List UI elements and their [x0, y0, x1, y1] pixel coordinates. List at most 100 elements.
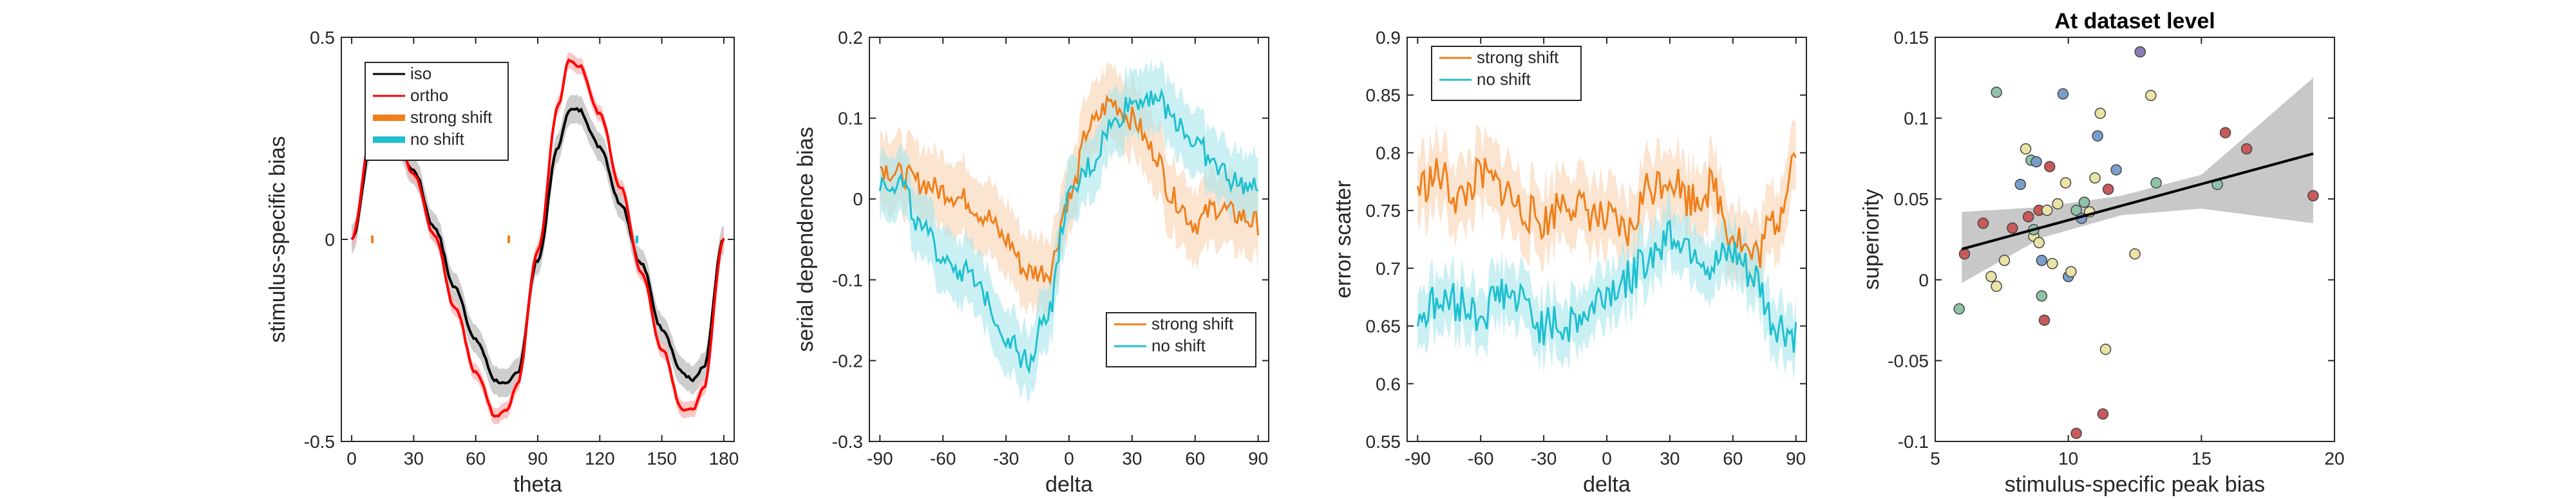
- x-tick-label: -60: [930, 449, 956, 468]
- panel-title: At dataset level: [2054, 9, 2215, 33]
- scatter-point: [2031, 156, 2042, 168]
- x-tick-label: 30: [1122, 449, 1142, 468]
- ticks: 5 10 15 20 -0.1 -0.05 0 0.05 0.1 0.15: [1888, 28, 2344, 468]
- panel-stimulus-specific-bias: 0 30 60 90 120 150 180 -0.5 0 0.5 theta stimulus-sp…: [265, 28, 739, 497]
- scatter-point: [1953, 303, 1965, 315]
- y-tick-label: 0.7: [1376, 259, 1401, 279]
- x-tick-label: 60: [1723, 449, 1743, 468]
- scatter-point: [2033, 237, 2045, 248]
- y-tick-label: 0.1: [838, 109, 863, 129]
- axes-box: [1935, 37, 2335, 442]
- legend-label: no shift: [410, 129, 465, 149]
- y-tick-label: 0.85: [1366, 86, 1401, 106]
- scatter-point: [2240, 143, 2253, 155]
- y-tick-label: 0.65: [1366, 317, 1401, 337]
- scatter-point: [2145, 89, 2157, 102]
- plot-area: [1953, 46, 2319, 440]
- legend-box: [1106, 312, 1256, 367]
- y-tick-label: -0.1: [832, 270, 863, 290]
- scatter-point: [2099, 344, 2112, 355]
- no-shift-band: [880, 58, 1258, 403]
- scatter-point: [1985, 271, 1997, 282]
- legend: strong shift no shift: [1431, 46, 1582, 101]
- scatter-point: [2089, 172, 2101, 184]
- y-tick-label: 0.75: [1366, 201, 1401, 221]
- scatter-point: [2041, 205, 2053, 216]
- x-tick-label: -30: [993, 449, 1019, 468]
- x-tick-label: 0: [1602, 449, 1612, 468]
- x-tick-label: 15: [2192, 449, 2211, 468]
- legend-label: no shift: [1477, 69, 1531, 89]
- y-axis-label: superiority: [1859, 189, 1884, 290]
- strong-shift-band: [1417, 119, 1796, 302]
- iso-line: [350, 107, 725, 385]
- y-tick-label: 0.1: [1904, 109, 1929, 129]
- ticks: 0 30 60 90 120 150 180 -0.5 0 0.5: [304, 28, 739, 468]
- legend: strong shift no shift: [1106, 312, 1256, 367]
- x-tick-label: 20: [2324, 449, 2344, 468]
- y-tick-label: 0.05: [1894, 189, 1929, 209]
- legend-label: strong shift: [410, 107, 493, 127]
- x-tick-label: 30: [404, 449, 424, 468]
- y-tick-label: 0.55: [1366, 432, 1401, 452]
- no-shift-line: [878, 88, 1259, 375]
- plot-area: [878, 58, 1260, 403]
- scatter-point: [2097, 408, 2109, 420]
- y-tick-label: -0.5: [304, 432, 335, 452]
- x-tick-label: -60: [1468, 449, 1493, 468]
- legend-label: strong shift: [1151, 314, 1234, 333]
- scatter-point: [2043, 161, 2056, 172]
- y-tick-label: 0.8: [1376, 143, 1401, 163]
- x-axis-label: delta: [1583, 472, 1631, 497]
- scatter-point: [2052, 198, 2063, 210]
- y-tick-label: -0.05: [1888, 351, 1929, 371]
- strong-shift-line: [1416, 152, 1797, 268]
- regression-line: [1961, 152, 2314, 251]
- scatter-point: [1958, 248, 1971, 260]
- x-tick-label: -90: [1405, 449, 1430, 468]
- y-tick-label: 0.6: [1376, 374, 1401, 394]
- x-tick-label: 120: [585, 449, 615, 468]
- x-tick-label: 60: [466, 449, 486, 468]
- y-tick-label: 0.15: [1894, 28, 1929, 48]
- scatter-point: [2020, 143, 2032, 155]
- x-tick-label: 90: [1248, 449, 1268, 468]
- x-axis-label: delta: [1045, 472, 1093, 497]
- scatter-point: [2014, 178, 2027, 190]
- ticks: -90 -60 -30 0 30 60 90 0.55 0.6 0.65 0.7 0.75 0.8 0.8…: [1366, 28, 1806, 468]
- x-tick-label: -90: [867, 449, 893, 468]
- y-tick-label: 0: [1918, 270, 1929, 290]
- scatter-point: [2065, 266, 2077, 277]
- scatter-point: [2129, 248, 2141, 260]
- scatter-point: [2078, 196, 2090, 208]
- x-tick-label: 5: [1930, 449, 1940, 468]
- scatter-point: [2219, 127, 2231, 138]
- scatter-point: [2150, 177, 2162, 189]
- x-axis-label: stimulus-specific peak bias: [2005, 472, 2265, 497]
- scatter-point: [2070, 205, 2082, 216]
- scatter-point: [2134, 46, 2146, 58]
- legend-label: no shift: [1151, 336, 1206, 355]
- scatter-point: [2038, 314, 2050, 326]
- scatter-point: [2094, 107, 2107, 119]
- y-tick-label: 0.5: [310, 28, 335, 48]
- y-axis-label: serial dependence bias: [793, 127, 818, 352]
- x-tick-label: 180: [709, 449, 739, 468]
- x-tick-label: 30: [1660, 449, 1680, 468]
- x-tick-label: 0: [1064, 449, 1074, 468]
- scatter-point: [2092, 130, 2103, 142]
- scatter-point: [1998, 254, 2011, 266]
- no-shift-line: [1416, 219, 1797, 353]
- panel-superiority-scatter: At dataset level 5 10 15 20 -0.1 -0.05 0 0.05 0.1…: [1859, 9, 2345, 497]
- y-tick-label: 0: [325, 230, 335, 250]
- scatter-point: [2307, 190, 2319, 201]
- scatter-point: [2036, 254, 2048, 266]
- scatter-point: [2007, 222, 2018, 234]
- scatter-point: [1977, 218, 1989, 229]
- legend-label: strong shift: [1477, 48, 1559, 67]
- scatter-point: [2110, 164, 2122, 176]
- scatter-point: [2102, 183, 2114, 195]
- x-tick-label: 10: [2058, 449, 2078, 468]
